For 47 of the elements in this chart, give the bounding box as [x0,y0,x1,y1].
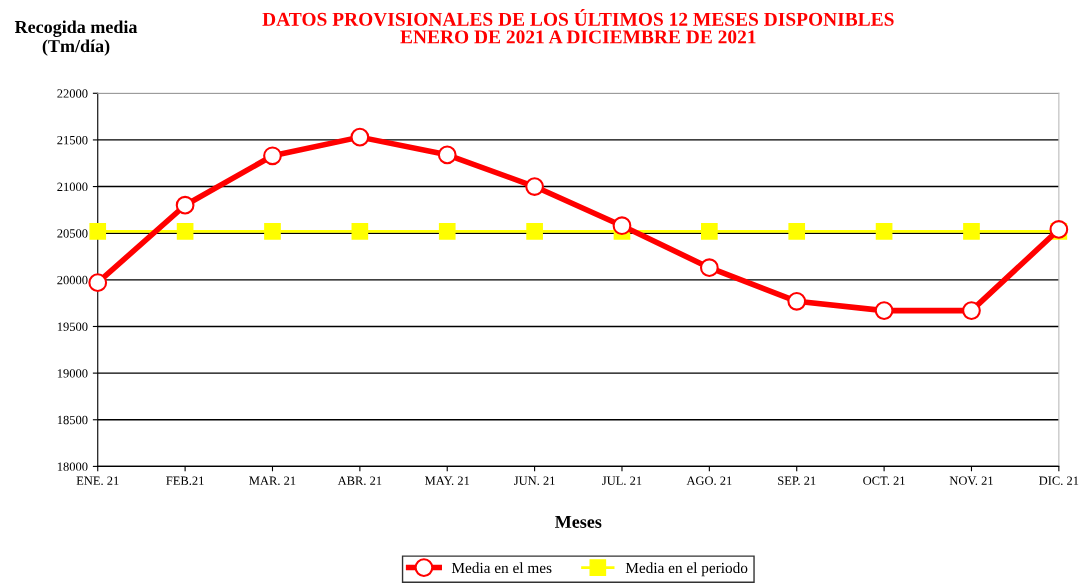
y-tick-label: 21500 [57,135,88,145]
point [350,127,370,147]
point [437,145,457,165]
x-tick-label: JUN. 21 [514,476,555,485]
point [701,223,718,240]
x-tick-label: FEB.21 [166,476,204,485]
y-tick-label: 22000 [57,89,88,98]
x-tick-label: ENE. 21 [76,476,119,485]
point [612,216,632,236]
y-tick-label: 18500 [57,415,88,425]
point [264,223,281,240]
point [699,258,719,278]
x-tick-label: DIC. 21 [1039,476,1079,485]
point [351,223,369,240]
y-tick-label: 20000 [57,275,88,285]
x-tick-label: OCT. 21 [863,476,905,485]
point [788,223,806,240]
x-tick-label: MAY. 21 [425,476,470,485]
x-tick-label: NOV. 21 [949,476,993,485]
y-tick-label: 19000 [57,369,88,378]
point [263,146,282,166]
legend-label: Media en el periodo [625,562,748,577]
legend-label: Media en el mes [451,562,552,574]
point [787,291,807,311]
chart-title: DATOS PROVISIONALES DE LOS ÚLTIMOS 12 MESES DISPONIBLES ENERO DE 2021 A DICIEMBRE DE 2021 [262,9,894,44]
x-tick-label: AGO. 21 [686,476,732,485]
x-axis-title: Meses [555,515,602,528]
y-tick-label: 21000 [57,182,88,192]
x-tick-label: MAR. 21 [249,476,296,485]
x-tick-label: JUL. 21 [602,476,642,485]
point [438,223,456,240]
y-tick-label: 20500 [57,229,88,238]
point [874,301,894,320]
point [89,223,107,240]
point [176,223,194,240]
x-tick-label: SEP. 21 [778,476,816,485]
y-tick-label: 18000 [57,462,88,471]
point [962,301,981,320]
point [526,223,543,240]
point [175,195,195,215]
y-axis-title: Recogida media (Tm/día) [14,20,138,56]
point [525,177,544,196]
point [875,223,893,240]
point [88,273,108,293]
x-tick-label: ABR. 21 [337,476,382,485]
point [963,223,980,240]
y-tick-label: 19500 [57,322,88,331]
